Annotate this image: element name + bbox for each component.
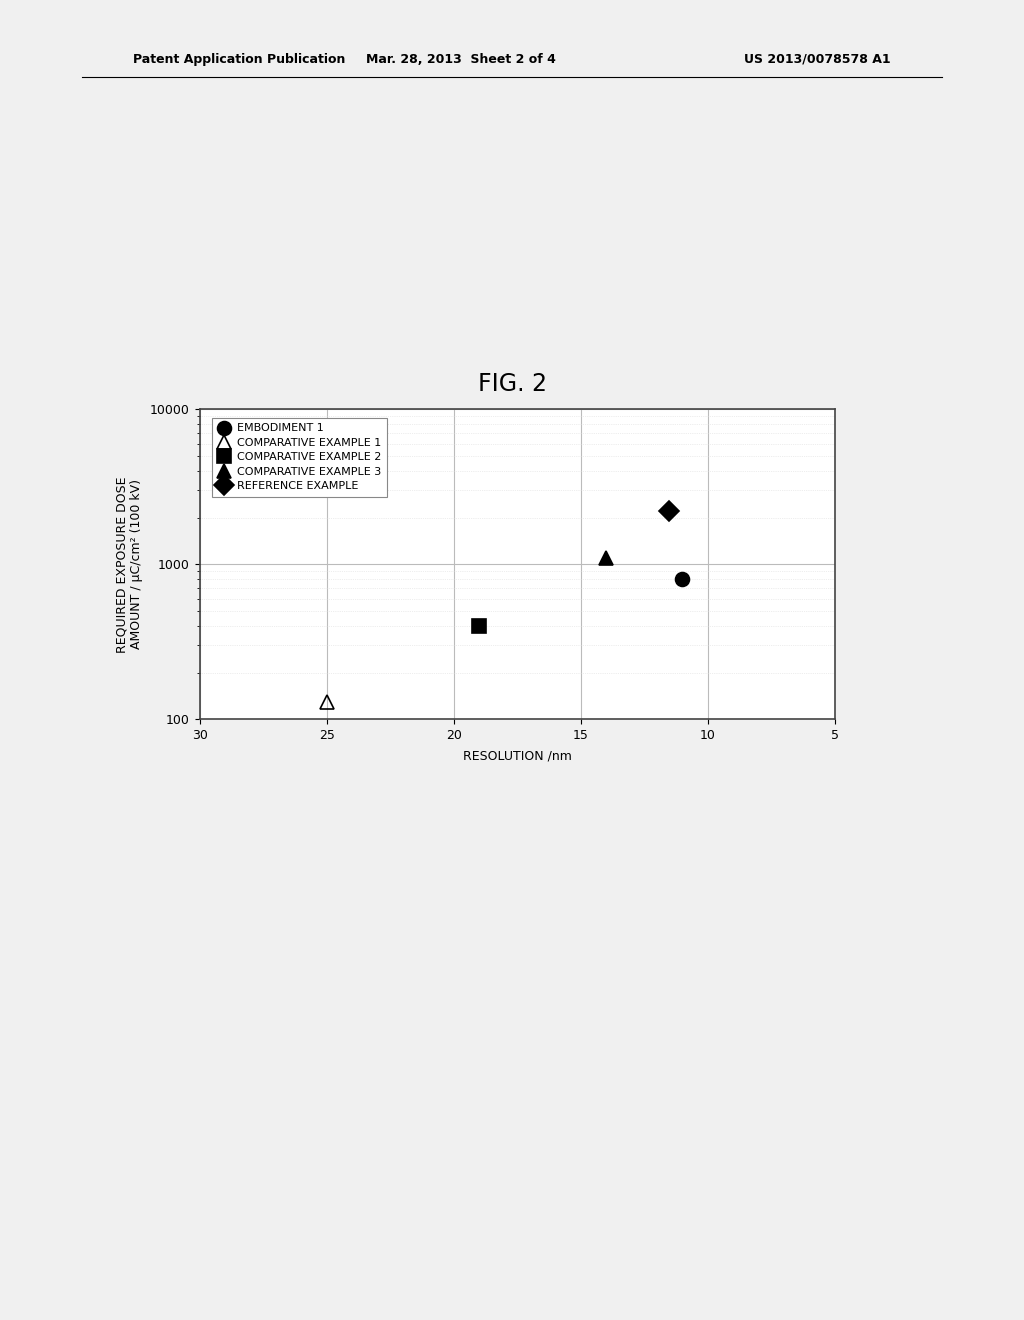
- Text: US 2013/0078578 A1: US 2013/0078578 A1: [744, 53, 891, 66]
- Text: FIG. 2: FIG. 2: [477, 372, 547, 396]
- Y-axis label: REQUIRED EXPOSURE DOSE
AMOUNT / μC/cm² (100 kV): REQUIRED EXPOSURE DOSE AMOUNT / μC/cm² (…: [115, 477, 143, 652]
- Legend: EMBODIMENT 1, COMPARATIVE EXAMPLE 1, COMPARATIVE EXAMPLE 2, COMPARATIVE EXAMPLE : EMBODIMENT 1, COMPARATIVE EXAMPLE 1, COM…: [212, 418, 387, 496]
- Text: Mar. 28, 2013  Sheet 2 of 4: Mar. 28, 2013 Sheet 2 of 4: [366, 53, 556, 66]
- Text: Patent Application Publication: Patent Application Publication: [133, 53, 345, 66]
- X-axis label: RESOLUTION /nm: RESOLUTION /nm: [463, 748, 571, 762]
